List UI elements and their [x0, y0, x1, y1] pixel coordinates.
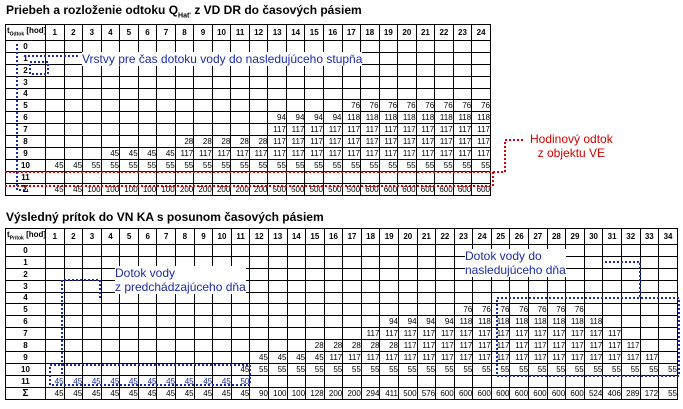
- top-cell: 45: [63, 159, 84, 172]
- top-cell: [82, 135, 102, 149]
- top-table-row: 11: [5, 170, 491, 184]
- top-red-row-outline: [5, 171, 494, 187]
- bottom-cell: 45: [45, 386, 65, 401]
- top-cell: 117: [322, 147, 343, 161]
- bottom-left-note-line1: Dotok vody: [115, 266, 176, 280]
- bottom-left-box: [49, 364, 251, 386]
- bottom-table-row: 9 45 45 45 45 117 117 117 117 117 117 117 117 117 117 1…: [5, 351, 678, 365]
- top-cell: 117: [341, 123, 362, 137]
- bottom-cell: 500: [397, 386, 418, 401]
- top-cell: 28: [211, 135, 232, 149]
- bottom-header-row: tPrítok [hod] 1 2 3 4 5 6 7 8 9 10 11 12 13 14 15 16 17 18…: [5, 228, 678, 245]
- top-cell: 45: [156, 147, 176, 161]
- top-cell: [471, 39, 491, 53]
- top-row-label: 9: [5, 147, 46, 161]
- top-row-label: Σ: [5, 182, 46, 197]
- top-red-note-line2: z objektu VE: [537, 146, 606, 160]
- top-column-header: 4: [100, 24, 121, 41]
- top-table-row: 8 28 28 28 28 28 117 117 117 117 117 117 117 117 117 11…: [5, 135, 491, 149]
- bottom-left-pointer: [61, 279, 101, 374]
- top-cell: [63, 39, 84, 53]
- top-cell: 117: [322, 135, 343, 149]
- top-row-label: 0: [5, 39, 46, 53]
- top-cell: [82, 123, 102, 137]
- top-cell: 55: [100, 159, 121, 172]
- bottom-right-note-line1: Dotok vody do: [465, 249, 542, 263]
- bottom-right-pointer: [605, 261, 641, 298]
- top-cell: 55: [471, 159, 491, 172]
- bottom-table-row: 5 76 76 76 76 76 76 76: [5, 303, 678, 317]
- bottom-cell: 55: [658, 386, 678, 401]
- top-table-row: 9 45 45 45 45 117 117 117 117 117 117 117 117 117 117 1…: [5, 147, 491, 161]
- top-cell: 117: [360, 135, 380, 149]
- bottom-table-title: Výsledný prítok do VN KA s posunom časov…: [6, 210, 324, 224]
- bottom-table-row: 10 45 55 55 55 55 55 55 55 55 55 55 55 55 55 55 55 55 55 55…: [5, 363, 678, 376]
- top-cell: [63, 147, 84, 161]
- top-red-note-line1: Hodinový odtok: [530, 132, 613, 146]
- top-row-label: 10: [5, 159, 46, 172]
- top-cell: 55: [304, 159, 324, 172]
- top-table-row: 10 45 45 55 55 55 55 55 55 55 55 55 55 55 55 55 55 55 55 55…: [5, 159, 491, 172]
- top-cell: 117: [471, 123, 491, 137]
- top-cell: 117: [285, 135, 306, 149]
- top-header-row: tOdtok [hod] 1 2 3 4 5 6 7 8 9 10 11 12 13 14 15 16 17 18 1…: [5, 24, 491, 41]
- bottom-table-row: 6 94 94 94 94 118 118 118 118 118 118 118 118: [5, 315, 678, 329]
- top-row-label: 7: [5, 123, 46, 137]
- top-cell: [82, 147, 102, 161]
- top-cell: 76: [471, 99, 491, 113]
- top-red-note: Hodinový odtok z objektu VE: [530, 132, 613, 160]
- bottom-left-note: Dotok vody z predchádzajúceho dňa: [115, 266, 246, 294]
- top-cell: 117: [360, 147, 380, 161]
- bottom-row-label: Σ: [5, 386, 46, 401]
- bottom-right-box: [496, 297, 680, 377]
- bottom-cell: 600: [565, 386, 585, 401]
- top-cell: 117: [378, 147, 399, 161]
- top-cell: 117: [471, 135, 491, 149]
- top-cell: 55: [452, 159, 473, 172]
- bottom-cell: 45: [100, 386, 121, 401]
- top-table-row: 6 94 94 94 94 118 118 118 118 118 118 118 118: [5, 111, 491, 125]
- top-cell: 117: [434, 147, 454, 161]
- top-cell: [100, 123, 121, 137]
- top-table-row: 0: [5, 39, 491, 53]
- bottom-table-row: Σ 45 45 45 45 45 45 45 45 45 45 45 90 100 100 128 200 200…: [5, 386, 678, 401]
- top-cell: [100, 39, 121, 53]
- bottom-left-note-line2: z predchádzajúceho dňa: [115, 280, 246, 294]
- bottom-row-label: 0: [5, 243, 46, 257]
- top-cell: 45: [100, 147, 121, 161]
- top-cell: 117: [360, 123, 380, 137]
- top-cell: 55: [82, 159, 102, 172]
- top-cell: [63, 123, 84, 137]
- top-table-row: 7 117 117 117 117 117 117 117 117 117 117 117 117: [5, 123, 491, 137]
- top-cell: [100, 135, 121, 149]
- bottom-cell: [45, 243, 65, 257]
- top-blue-box: [29, 61, 49, 75]
- top-cell: 117: [341, 135, 362, 149]
- top-column-header: 3: [82, 24, 102, 41]
- bottom-cell: 294: [360, 386, 381, 401]
- bottom-right-note-line2: nasledujúceho dňa: [465, 263, 566, 277]
- top-cell: 55: [285, 159, 306, 172]
- top-cell: [63, 135, 84, 149]
- top-cell: 55: [341, 159, 362, 172]
- top-cell: 117: [248, 147, 269, 161]
- top-blue-bracket: [16, 44, 28, 191]
- top-row-label: 8: [5, 135, 46, 149]
- top-cell: 117: [471, 147, 491, 161]
- bottom-cell: 600: [546, 386, 567, 401]
- bottom-cell: [658, 243, 678, 257]
- bottom-right-note: Dotok vody do nasledujúceho dňa: [465, 249, 566, 277]
- top-red-pointer: [493, 139, 525, 173]
- top-table-title: Priebeh a rozloženie odtoku QHat' z VD D…: [6, 3, 362, 20]
- top-table-row: 5 76 76 76 76 76 76 76 76: [5, 99, 491, 113]
- top-blue-note: Vrstvy pre čas dotoku vody do nasledujúc…: [82, 52, 363, 66]
- top-cell: [471, 51, 491, 65]
- bottom-cell: 406: [602, 386, 622, 401]
- top-cell: 117: [267, 147, 287, 161]
- top-cell: 55: [267, 159, 287, 172]
- top-cell: [82, 39, 102, 53]
- top-cell: 117: [434, 123, 454, 137]
- bottom-column-header: 1: [45, 228, 65, 245]
